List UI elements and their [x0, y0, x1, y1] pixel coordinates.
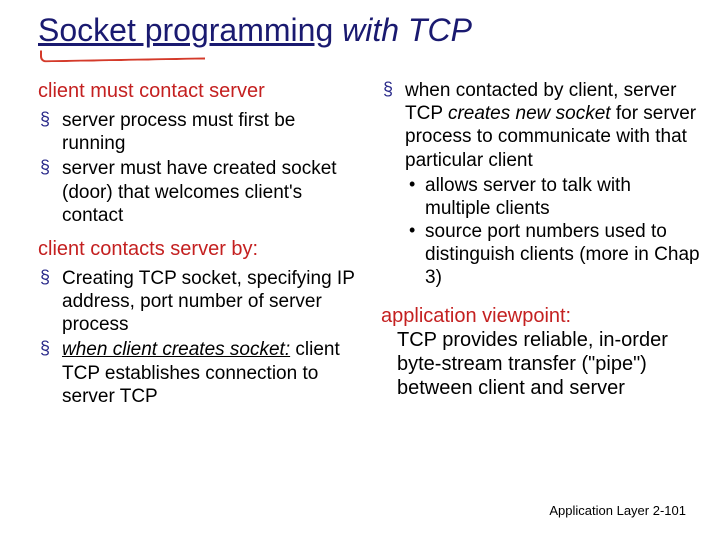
- list-item: when contacted by client, server TCP cre…: [381, 79, 700, 290]
- list-item: when client creates socket: client TCP e…: [38, 338, 357, 408]
- emphasis-text: creates new socket: [448, 103, 611, 124]
- content-columns: client must contact server server proces…: [0, 49, 720, 410]
- slide-footer: Application Layer 2-101: [549, 503, 686, 518]
- sub-list-item: source port numbers used to distinguish …: [405, 220, 700, 290]
- application-viewpoint: application viewpoint: TCP provides reli…: [381, 304, 700, 401]
- footer-page-number: 2-101: [653, 503, 686, 518]
- footer-label: Application Layer: [549, 503, 649, 518]
- list-item: Creating TCP socket, specifying IP addre…: [38, 267, 357, 337]
- slide-title-wrap: Socket programming with TCP: [0, 0, 720, 49]
- right-column: when contacted by client, server TCP cre…: [381, 79, 700, 410]
- app-view-heading: application viewpoint:: [381, 304, 700, 328]
- app-view-body: TCP provides reliable, in-order byte-str…: [381, 328, 700, 401]
- sub-bullets: allows server to talk with multiple clie…: [405, 174, 700, 290]
- italic-underline-text: when client creates socket:: [62, 339, 290, 360]
- right-bullets: when contacted by client, server TCP cre…: [381, 79, 700, 290]
- list-item: server must have created socket (door) t…: [38, 157, 357, 227]
- list-item: server process must first be running: [38, 109, 357, 155]
- left-column: client must contact server server proces…: [38, 79, 357, 410]
- left-bullets-1: server process must first be running ser…: [38, 109, 357, 227]
- sub-list-item: allows server to talk with multiple clie…: [405, 174, 700, 220]
- title-part-italic: with TCP: [333, 12, 472, 48]
- slide-title: Socket programming with TCP: [38, 12, 472, 48]
- left-heading-1: client must contact server: [38, 79, 357, 103]
- title-part-underlined: Socket programming: [38, 12, 333, 48]
- left-bullets-2: Creating TCP socket, specifying IP addre…: [38, 267, 357, 408]
- left-heading-2: client contacts server by:: [38, 237, 357, 261]
